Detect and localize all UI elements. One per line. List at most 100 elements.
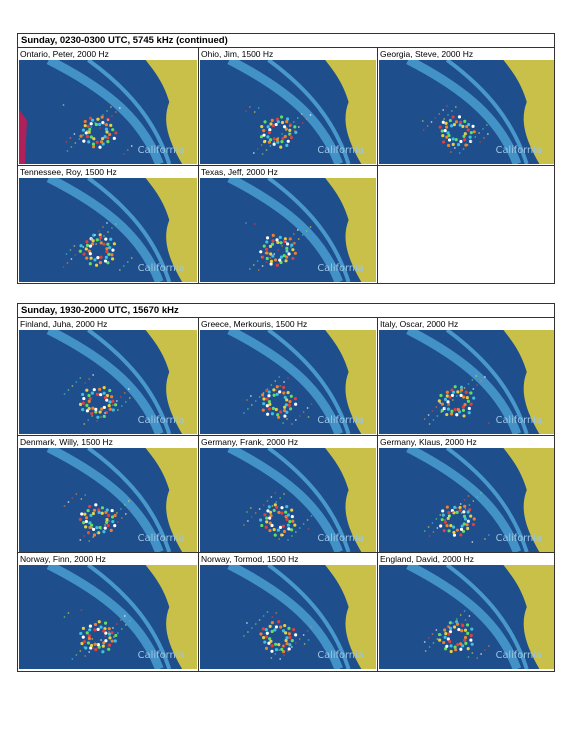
cloud-band xyxy=(87,58,172,165)
storm-dot xyxy=(102,391,106,395)
storm-dot xyxy=(264,247,269,251)
storm-dot xyxy=(267,130,272,135)
storm-dot xyxy=(99,140,104,144)
storm-dot xyxy=(289,394,293,398)
storm-dot xyxy=(262,244,266,248)
storm-dot xyxy=(107,643,112,647)
storm-dot xyxy=(279,658,282,660)
storm-dot xyxy=(270,644,274,648)
storm-dot xyxy=(467,411,471,415)
storm-dot xyxy=(110,252,114,256)
storm-dot xyxy=(288,399,292,404)
weather-fax-image: California xyxy=(200,55,376,166)
storm-dot xyxy=(443,397,448,401)
storm-dot xyxy=(289,407,293,411)
storm-dot xyxy=(430,121,433,123)
storm-dot xyxy=(459,391,462,393)
storm-dot xyxy=(464,143,468,147)
weather-fax-image: California xyxy=(200,325,376,436)
weather-fax-image: California xyxy=(379,325,554,436)
storm-dot xyxy=(451,115,455,119)
storm-dot xyxy=(256,148,259,150)
storm-dot xyxy=(285,143,289,147)
storm-dot xyxy=(291,519,295,523)
storm-dot xyxy=(103,123,105,125)
storm-dot xyxy=(281,629,286,633)
storm-dot xyxy=(130,145,133,147)
storm-dot xyxy=(263,120,267,124)
storm-dot xyxy=(291,534,293,537)
storm-dot xyxy=(435,406,438,408)
storm-dot xyxy=(111,256,115,260)
storm-dot xyxy=(284,258,288,262)
storm-dot xyxy=(453,385,457,389)
storm-dot xyxy=(104,639,108,643)
storm-dot xyxy=(279,385,282,387)
storm-dot xyxy=(101,142,105,146)
storm-dot xyxy=(128,397,131,399)
storm-dot xyxy=(89,513,93,517)
storm-dot xyxy=(277,510,281,514)
storm-dot xyxy=(452,525,456,529)
table-cell: Tennessee, Roy, 1500 Hz California xyxy=(18,165,199,284)
storm-dot xyxy=(266,125,270,129)
storm-dot xyxy=(103,627,107,631)
storm-dot xyxy=(478,132,481,134)
storm-dot xyxy=(452,533,457,537)
storm-dot xyxy=(292,627,296,632)
storm-dot xyxy=(459,120,463,124)
storm-dot xyxy=(480,491,482,494)
storm-dot xyxy=(274,491,277,494)
table-cell: England, David, 2000 Hz California xyxy=(378,553,554,671)
storm-dot xyxy=(432,419,435,421)
storm-dot xyxy=(113,523,117,527)
storm-dot xyxy=(275,263,279,267)
storm-dot xyxy=(487,133,489,135)
storm-dot xyxy=(437,632,442,637)
storm-dot xyxy=(447,632,451,636)
storm-dot xyxy=(113,639,117,643)
storm-dot xyxy=(91,526,94,529)
storm-dot xyxy=(90,126,93,128)
storm-dot xyxy=(282,533,284,536)
storm-dot xyxy=(266,499,269,502)
storm-dot xyxy=(461,408,466,412)
storm-dot xyxy=(88,397,92,401)
table-cell: Norway, Finn, 2000 Hz California xyxy=(18,553,199,671)
storm-dot xyxy=(99,625,103,629)
storm-dot xyxy=(427,525,430,528)
storm-dot xyxy=(279,260,283,264)
storm-dot xyxy=(99,393,103,397)
storm-dot xyxy=(90,241,95,246)
storm-dot xyxy=(271,253,275,258)
storm-dot xyxy=(448,626,450,628)
storm-dot xyxy=(275,117,280,121)
storm-dot xyxy=(450,412,454,416)
storm-dot xyxy=(281,524,285,528)
storm-dot xyxy=(91,415,94,417)
storm-dot xyxy=(248,106,251,108)
section-title: Sunday, 1930-2000 UTC, 15670 kHz xyxy=(18,304,554,318)
storm-dot xyxy=(264,646,269,651)
storm-dot xyxy=(96,420,99,422)
storm-dot xyxy=(423,418,426,420)
storm-dot xyxy=(249,506,252,509)
storm-dot xyxy=(103,258,108,263)
storm-dot xyxy=(435,517,438,520)
weather-fax-image: California xyxy=(19,173,197,284)
storm-dot xyxy=(283,654,285,656)
storm-dot xyxy=(93,622,98,627)
storm-dot xyxy=(305,118,308,120)
cell-caption: Germany, Frank, 2000 Hz xyxy=(201,436,299,447)
storm-dot xyxy=(443,118,446,120)
image-frame: California xyxy=(379,55,554,169)
storm-dot xyxy=(290,243,294,247)
storm-dot xyxy=(463,498,466,501)
storm-dot xyxy=(459,139,463,144)
storm-dot xyxy=(265,397,269,401)
storm-dot xyxy=(261,408,265,412)
storm-dot xyxy=(103,621,108,625)
storm-dot xyxy=(444,647,448,651)
storm-dot xyxy=(274,642,278,646)
storm-dot xyxy=(122,153,125,155)
